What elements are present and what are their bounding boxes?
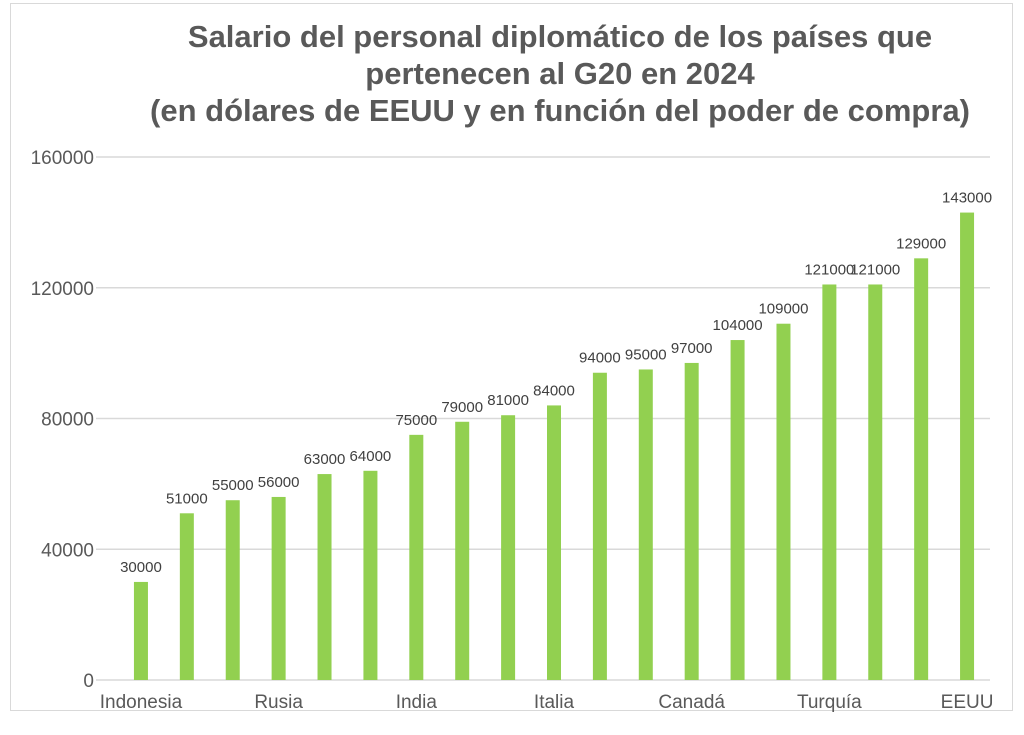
- data-label: 129000: [896, 235, 946, 252]
- data-label: 121000: [850, 261, 900, 278]
- y-tick-label: 160000: [31, 148, 94, 169]
- bar: [179, 513, 194, 680]
- x-tick-label: Canadá: [658, 692, 725, 713]
- chart-title: Salario del personal diplomático de los …: [100, 18, 1020, 129]
- bar: [776, 323, 791, 680]
- data-label: 56000: [258, 474, 300, 491]
- y-axis-labels: 0 40000 80000 120000 160000: [31, 148, 94, 692]
- bar: [363, 470, 378, 680]
- chart-title-line-2: pertenecen al G20 en 2024: [365, 56, 755, 91]
- bar: [592, 372, 607, 680]
- data-label: 84000: [533, 382, 575, 399]
- bar: [317, 474, 332, 680]
- bar: [225, 500, 240, 680]
- data-label: 143000: [942, 190, 992, 207]
- x-tick-label: Rusia: [254, 692, 303, 713]
- y-tick-label: 120000: [31, 279, 94, 300]
- data-label: 104000: [713, 317, 763, 334]
- x-tick-label: Turquía: [797, 692, 862, 713]
- bar: [638, 369, 653, 680]
- data-label: 64000: [350, 448, 392, 465]
- bar: [684, 362, 699, 680]
- bar: [914, 258, 929, 680]
- bar: [822, 284, 837, 680]
- data-label: 121000: [804, 261, 854, 278]
- bar: [271, 496, 286, 680]
- data-label: 63000: [304, 451, 346, 468]
- bar: [455, 421, 470, 680]
- data-label: 79000: [441, 399, 483, 416]
- data-label: 30000: [120, 559, 162, 576]
- data-label: 55000: [212, 477, 254, 494]
- bar: [868, 284, 883, 680]
- data-label: 81000: [487, 392, 529, 409]
- chart-title-line-1: Salario del personal diplomático de los …: [187, 19, 933, 54]
- chart-title-line-3: (en dólares de EEUU y en función del pod…: [150, 93, 970, 128]
- bar: [409, 434, 424, 680]
- x-axis-labels: Indonesia Rusia India Italia Canadá Turquía EE…: [100, 692, 994, 713]
- bar: [133, 581, 148, 680]
- y-tick-label: 0: [83, 671, 94, 692]
- data-label: 75000: [395, 412, 437, 429]
- x-tick-label: Indonesia: [100, 692, 183, 713]
- data-label: 94000: [579, 350, 621, 367]
- data-label: 95000: [625, 346, 667, 363]
- bar: [960, 212, 975, 680]
- y-tick-label: 80000: [41, 410, 94, 431]
- x-tick-label: Italia: [534, 692, 575, 713]
- bar: [501, 415, 516, 680]
- bars: [133, 212, 975, 680]
- x-tick-label: EEUU: [941, 692, 994, 713]
- data-label: 51000: [166, 490, 208, 507]
- y-tick-label: 40000: [41, 540, 94, 561]
- x-tick-label: India: [396, 692, 438, 713]
- bar: [547, 405, 561, 680]
- data-label: 109000: [758, 301, 808, 318]
- data-label: 97000: [671, 340, 713, 357]
- bar: [730, 340, 745, 680]
- gridlines: [96, 156, 990, 681]
